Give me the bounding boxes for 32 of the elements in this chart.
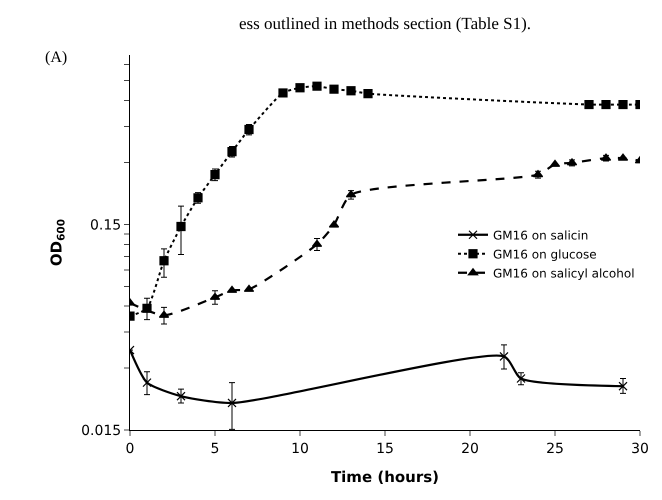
y-tick-label: 0.015 (81, 422, 122, 439)
point (499, 352, 509, 362)
x-tick-label: 30 (631, 440, 649, 457)
x-axis-title: Time (hours) (330, 468, 440, 486)
point (227, 398, 237, 408)
text: ess outlined in methods section (Table S1). (239, 14, 532, 33)
y-tick-label: 0.15 (90, 217, 122, 234)
point (159, 256, 169, 266)
point (363, 89, 373, 98)
legend-label: GM16 on glucose (493, 247, 597, 262)
point (584, 100, 594, 110)
point (329, 84, 339, 94)
x-tick-label: 25 (546, 440, 564, 457)
point (618, 100, 628, 110)
x-tick-label: 10 (291, 440, 309, 457)
x-tick-label: 15 (376, 440, 394, 457)
point (295, 83, 305, 92)
point (312, 82, 322, 91)
point (278, 88, 288, 98)
point (142, 378, 152, 388)
x-tick-label: 5 (210, 440, 220, 457)
x-tick-label: 20 (461, 440, 479, 457)
point (328, 220, 340, 228)
point (176, 392, 186, 401)
point (176, 222, 186, 232)
x-tick-label: 0 (126, 440, 134, 457)
point (601, 100, 611, 110)
point (346, 86, 356, 96)
text: (A) (45, 49, 68, 66)
point (618, 382, 628, 391)
legend-label: GM16 on salicyl alcohol (493, 266, 635, 280)
legend-label: GM16 on salicin (493, 228, 588, 242)
